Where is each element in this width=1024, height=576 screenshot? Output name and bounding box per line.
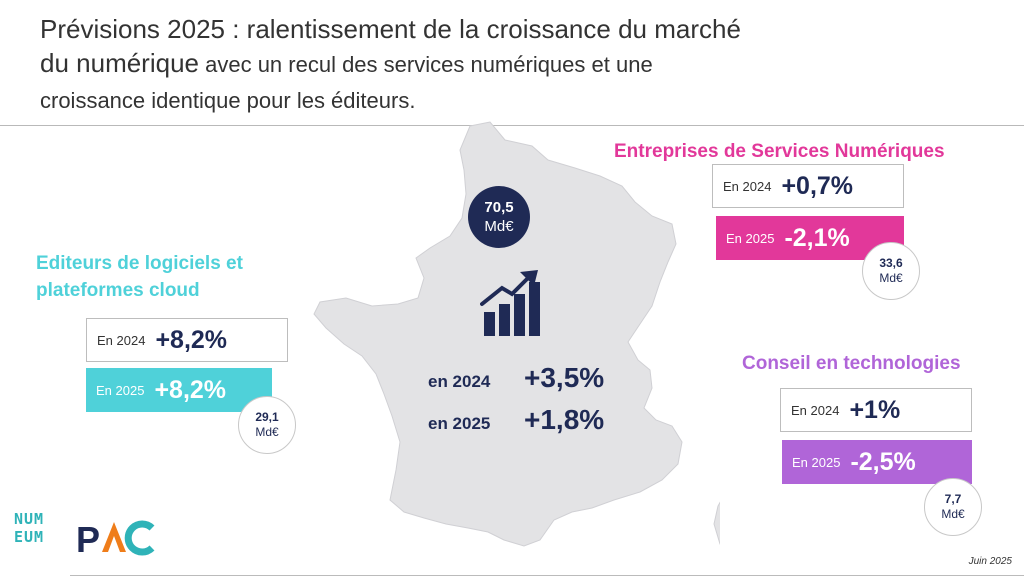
corsica-shape [713,501,720,545]
mainland-france-shape [313,121,683,547]
esn-market-bubble: 33,6 Md€ [862,242,920,300]
title-part2: du numérique [40,48,199,78]
conseil-market-bubble: 7,7 Md€ [924,478,982,536]
numeum-logo-mark: NUM EUM [14,510,44,546]
center-year: en 2025 [428,414,491,433]
editeurs-title-line1: Editeurs de logiciels et [36,253,243,274]
france-map [313,121,720,547]
editeurs-2025-box: En 2025 +8,2% [86,368,272,412]
editeurs-market-value: 29,1 [255,410,279,424]
box-value: +0,7% [781,171,854,200]
box-value: +8,2% [155,325,228,354]
title-part4: croissance identique pour les éditeurs. [40,88,416,113]
editeurs-title: Editeurs de logiciels et plateformes clo… [36,250,243,304]
box-value: +8,2% [154,375,227,404]
conseil-title: Conseil en technologies [742,353,961,374]
page-title: Prévisions 2025 : ralentissement de la c… [40,12,980,118]
pac-logo: P [76,519,155,560]
editeurs-market-unit: Md€ [255,425,279,439]
total-market-unit: Md€ [484,218,514,235]
esn-title: Entreprises de Services Numériques [614,141,945,162]
center-value: +1,8% [524,404,605,435]
box-year: En 2025 [96,382,145,398]
esn-2024-box: En 2024 +0,7% [712,164,904,208]
box-year: En 2025 [726,230,775,246]
box-value: -2,1% [784,223,850,252]
editeurs-market-bubble: 29,1 Md€ [238,396,296,454]
center-year: en 2024 [428,372,491,391]
conseil-market-value: 7,7 [944,492,962,506]
box-year: En 2024 [97,332,146,348]
box-year: En 2024 [791,402,840,418]
conseil-2024-box: En 2024 +1% [780,388,972,432]
footer-date: Juin 2025 [968,556,1012,567]
editeurs-title-line2: plateformes cloud [36,280,200,301]
editeurs-2024-box: En 2024 +8,2% [86,318,288,362]
esn-2025-box: En 2025 -2,1% [716,216,904,260]
growth-chart-icon [480,270,540,336]
svg-text:NUM: NUM [14,510,44,528]
svg-text:EUM: EUM [14,528,44,546]
total-market-bubble: 70,5 Md€ [468,186,530,248]
box-value: +1% [849,395,901,424]
numeum-logo: NUM EUM [12,508,64,567]
esn-market-unit: Md€ [879,271,903,285]
total-market-value: 70,5 [484,199,514,216]
center-value: +3,5% [524,362,605,393]
header: Prévisions 2025 : ralentissement de la c… [0,0,1024,126]
center-row-2024: en 2024 +3,5% [428,362,604,394]
title-part1: Prévisions 2025 : ralentissement de la c… [40,14,741,44]
title-part3: avec un recul des services numériques et… [199,52,653,77]
box-value: -2,5% [850,447,916,476]
conseil-2025-box: En 2025 -2,5% [782,440,972,484]
svg-text:P: P [76,519,100,560]
box-year: En 2024 [723,178,772,194]
esn-market-value: 33,6 [879,256,903,270]
conseil-market-unit: Md€ [941,507,965,521]
box-year: En 2025 [792,454,841,470]
center-row-2025: en 2025 +1,8% [428,404,604,436]
